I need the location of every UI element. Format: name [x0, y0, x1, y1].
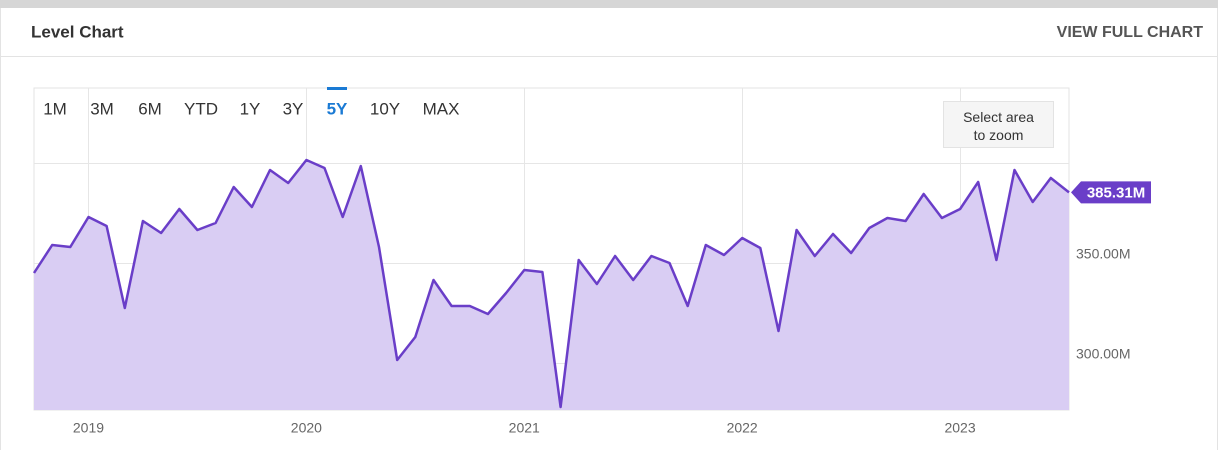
x-tick-label: 2021	[509, 420, 540, 436]
line	[32, 158, 1070, 409]
x-tick-label: 2020	[291, 420, 322, 436]
area	[34, 160, 1069, 410]
range-button[interactable]: 3Y	[283, 99, 304, 118]
y-tick-label: 300.00M	[1076, 346, 1130, 362]
top-bar	[0, 0, 1218, 8]
view-full-chart[interactable]: VIEW FULL CHART	[1057, 24, 1204, 41]
range-button[interactable]: 3M	[90, 99, 114, 118]
range-button[interactable]: MAX	[423, 99, 460, 118]
zoom-hint: Select area to zoom	[943, 101, 1054, 148]
title: Level Chart	[31, 22, 124, 41]
range-button[interactable]: 6M	[138, 99, 162, 118]
range-button[interactable]: YTD	[184, 99, 218, 118]
range-button[interactable]: 1M	[43, 99, 67, 118]
range-button[interactable]: 10Y	[370, 99, 400, 118]
range-button[interactable]: 1Y	[240, 99, 261, 118]
x-tick-label: 2022	[727, 420, 758, 436]
y-tick-label: 350.00M	[1076, 246, 1130, 262]
x-tick-label: 2019	[73, 420, 104, 436]
value-label: 385.31M	[1087, 184, 1145, 201]
value-tag	[1071, 181, 1151, 204]
range-button[interactable]: 5Y	[327, 99, 348, 118]
x-tick-label: 2023	[944, 420, 975, 436]
selected-indicator	[327, 87, 347, 90]
